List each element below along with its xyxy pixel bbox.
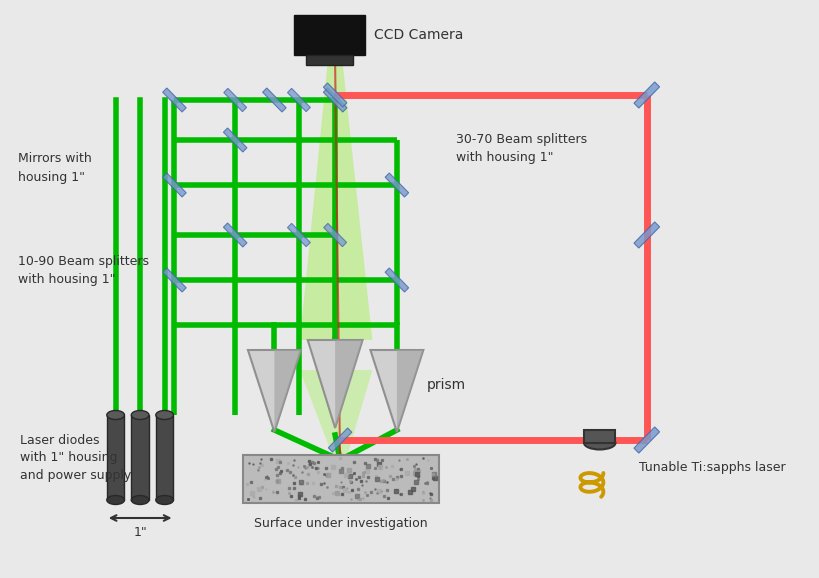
Text: 1": 1": [133, 525, 147, 539]
Ellipse shape: [106, 495, 124, 505]
Polygon shape: [223, 128, 247, 152]
Bar: [156, 415, 174, 500]
Bar: [294, 15, 364, 55]
Text: prism: prism: [426, 378, 465, 392]
Polygon shape: [287, 88, 310, 112]
Polygon shape: [300, 370, 372, 460]
Polygon shape: [335, 340, 362, 428]
Polygon shape: [633, 82, 658, 108]
Polygon shape: [323, 88, 346, 112]
Polygon shape: [262, 88, 286, 112]
Bar: [242, 455, 438, 503]
Polygon shape: [633, 222, 658, 248]
Polygon shape: [307, 340, 362, 428]
Polygon shape: [247, 350, 301, 432]
Polygon shape: [300, 66, 372, 340]
Bar: [106, 415, 124, 500]
Bar: [305, 55, 352, 65]
Text: 10-90 Beam splitters
with housing 1": 10-90 Beam splitters with housing 1": [18, 254, 148, 286]
Polygon shape: [633, 427, 658, 453]
Ellipse shape: [156, 410, 174, 420]
Polygon shape: [370, 350, 423, 432]
Ellipse shape: [156, 495, 174, 505]
Polygon shape: [162, 88, 186, 112]
Text: Laser diodes
with 1" housing
and power supply: Laser diodes with 1" housing and power s…: [20, 435, 131, 481]
Ellipse shape: [583, 436, 615, 450]
Polygon shape: [274, 350, 301, 432]
Text: Mirrors with
housing 1": Mirrors with housing 1": [18, 153, 91, 183]
Text: CCD Camera: CCD Camera: [374, 28, 464, 42]
Polygon shape: [162, 268, 186, 292]
Polygon shape: [223, 223, 247, 247]
Polygon shape: [324, 223, 346, 247]
Polygon shape: [323, 83, 346, 107]
Polygon shape: [385, 173, 408, 197]
Ellipse shape: [131, 410, 149, 420]
Bar: [583, 430, 615, 443]
Text: 30-70 Beam splitters
with housing 1": 30-70 Beam splitters with housing 1": [455, 132, 586, 164]
Ellipse shape: [106, 410, 124, 420]
Bar: [131, 415, 149, 500]
Text: Tunable Ti:sapphs laser: Tunable Ti:sapphs laser: [638, 461, 785, 475]
Polygon shape: [287, 223, 310, 247]
Polygon shape: [396, 350, 423, 432]
Polygon shape: [224, 88, 247, 112]
Polygon shape: [328, 428, 351, 452]
Ellipse shape: [131, 495, 149, 505]
Polygon shape: [385, 268, 408, 292]
Polygon shape: [162, 173, 186, 197]
Text: Surface under investigation: Surface under investigation: [254, 517, 428, 529]
